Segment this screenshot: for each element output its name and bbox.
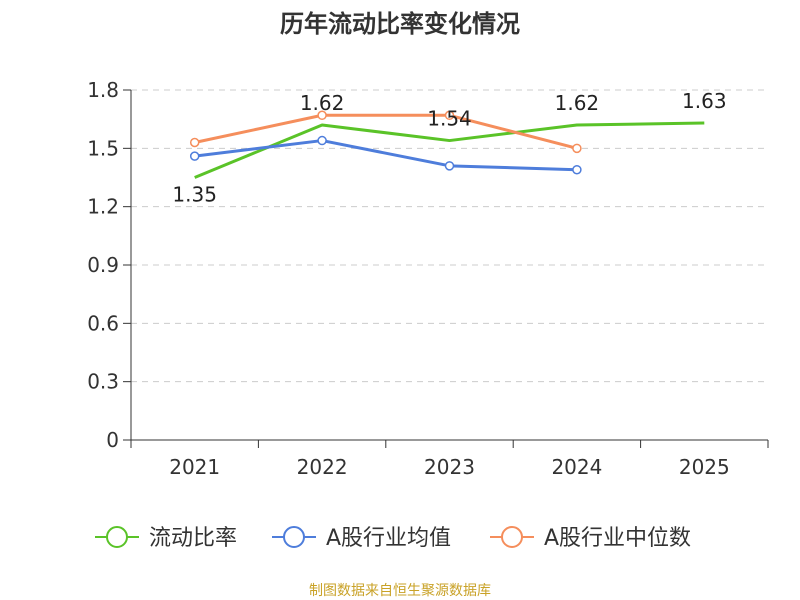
- grid-lines: [131, 89, 768, 383]
- data-point: [189, 151, 200, 161]
- y-tick-label: 0.3: [87, 370, 119, 394]
- y-tick-label: 0: [106, 428, 119, 452]
- data-point: [189, 137, 200, 148]
- data-label: 1.35: [172, 183, 217, 207]
- legend: 流动比率 A股行业均值 A股行业中位数: [95, 526, 691, 551]
- x-tick-label: 2021: [169, 455, 220, 479]
- y-tick-label: 0.6: [87, 311, 119, 335]
- y-tick-label: 1.5: [87, 136, 119, 160]
- data-point: [572, 164, 582, 175]
- legend-label: 流动比率: [149, 526, 237, 551]
- data-point: [572, 143, 582, 154]
- data-point: [317, 110, 327, 121]
- x-tick-label: 2023: [424, 455, 475, 479]
- axes: 0 0.3 0.6 0.9 1.2 1.5 1.8 2021 2022 2023 2024 2025: [87, 78, 769, 479]
- x-tick-label: 2024: [551, 455, 602, 479]
- data-label: 1.63: [682, 89, 727, 113]
- data-label: 1.62: [555, 91, 600, 115]
- data-label: 1.54: [427, 107, 472, 131]
- y-tick-label: 1.2: [87, 195, 119, 219]
- source-note: 制图数据来自恒生聚源数据库: [309, 583, 491, 599]
- y-tick-label: 1.8: [87, 78, 119, 102]
- series-line-2: [194, 113, 578, 150]
- data-point: [317, 135, 327, 146]
- legend-marker: [106, 526, 128, 548]
- legend-marker: [283, 526, 305, 548]
- y-tick-label: 0.9: [87, 253, 119, 277]
- legend-marker: [501, 526, 523, 548]
- legend-label: A股行业中位数: [544, 526, 691, 551]
- data-labels: 1.35 1.62 1.54 1.62 1.63: [172, 89, 726, 206]
- data-point: [444, 110, 455, 121]
- series-lines: [189, 110, 705, 179]
- x-tick-label: 2022: [297, 455, 348, 479]
- chart-title: 历年流动比率变化情况: [280, 10, 520, 38]
- x-tick-label: 2025: [679, 455, 730, 479]
- data-label: 1.62: [300, 91, 345, 115]
- legend-label: A股行业均值: [326, 526, 451, 551]
- series-line-1: [194, 139, 577, 172]
- data-point: [444, 161, 455, 171]
